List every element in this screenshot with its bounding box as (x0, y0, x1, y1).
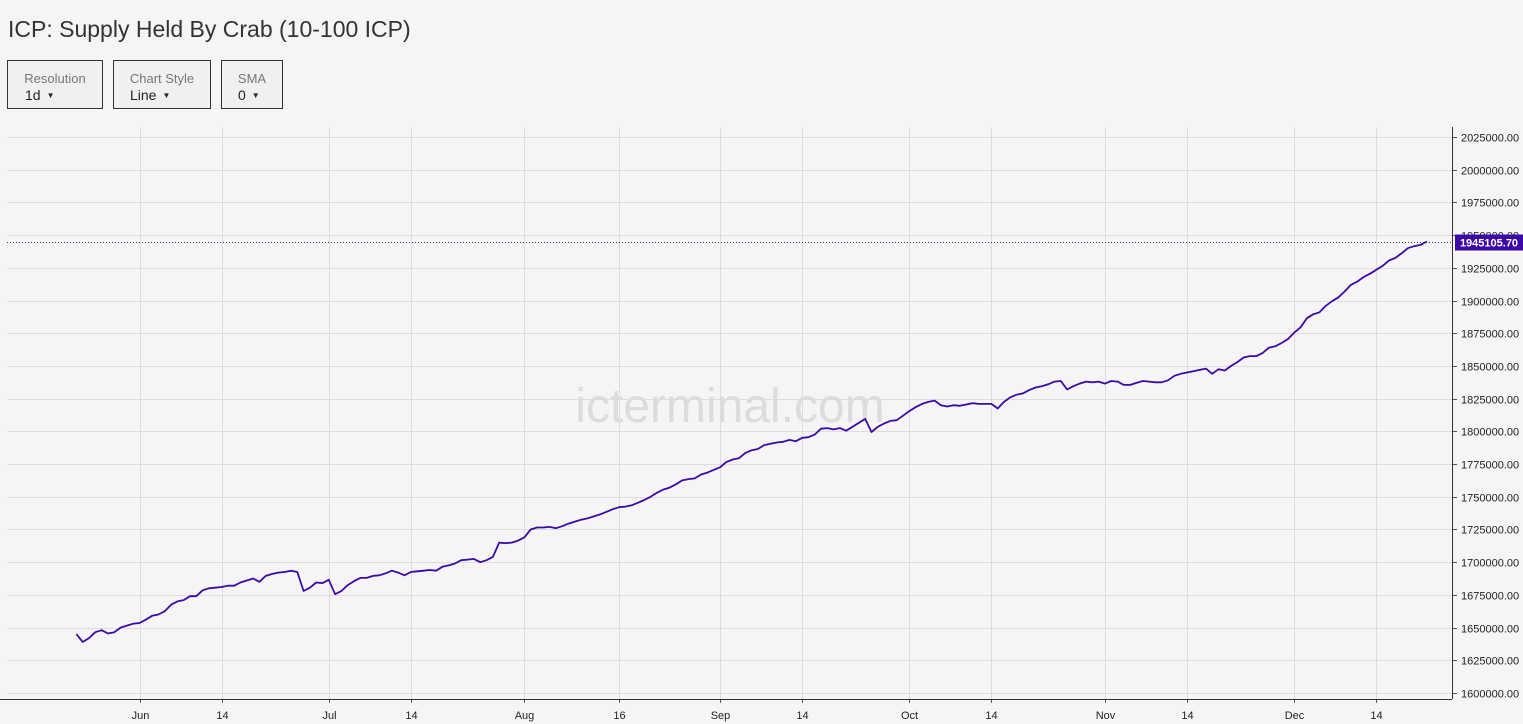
y-tick-label: 1800000.00 (1461, 427, 1519, 439)
last-value-tag (1455, 234, 1523, 251)
x-tick-label: Jun (132, 710, 150, 722)
y-tick-label: 1675000.00 (1461, 591, 1519, 603)
y-tick-label: 1625000.00 (1461, 656, 1519, 668)
x-tick-label: 14 (1370, 710, 1382, 722)
y-tick-label: 1750000.00 (1461, 493, 1519, 505)
y-tick-label: 2000000.00 (1461, 166, 1519, 178)
y-tick-label: 1725000.00 (1461, 525, 1519, 537)
series-line (75, 240, 1428, 643)
chart-style-label: Chart Style (129, 71, 195, 86)
x-tick-label: Aug (515, 710, 535, 722)
y-tick-label: 1600000.00 (1461, 689, 1519, 701)
chevron-down-icon: ▼ (251, 91, 260, 100)
y-tick-label: 2025000.00 (1461, 133, 1519, 145)
watermark: icterminal.com (575, 380, 884, 433)
x-tick-label: 14 (1181, 710, 1193, 722)
x-tick-label: 14 (216, 710, 228, 722)
chevron-down-icon: ▼ (162, 91, 171, 100)
chevron-down-icon: ▼ (46, 91, 55, 100)
resolution-value: 1d (25, 87, 41, 103)
y-tick-label: 1650000.00 (1461, 624, 1519, 636)
x-tick-label: Sep (711, 710, 731, 722)
y-tick-label: 1875000.00 (1461, 329, 1519, 341)
chart-style-value: Line (130, 87, 157, 103)
x-tick-label: 14 (985, 710, 997, 722)
y-tick-label: 1850000.00 (1461, 362, 1519, 374)
x-tick-label: Oct (901, 710, 918, 722)
sma-dropdown[interactable]: SMA 0 ▼ (221, 60, 283, 109)
chart-style-dropdown[interactable]: Chart Style Line ▼ (113, 60, 211, 109)
y-tick-label: 1925000.00 (1461, 264, 1519, 276)
y-tick-label: 1900000.00 (1461, 297, 1519, 309)
y-tick-label: 1775000.00 (1461, 460, 1519, 472)
chart-grid (7, 127, 1452, 699)
sma-value: 0 (238, 87, 246, 103)
last-value-label: 1945105.70 (1460, 238, 1518, 250)
last-value-marker: 1945105.70 (7, 234, 1523, 251)
y-tick-label: 1700000.00 (1461, 558, 1519, 570)
y-tick-label: 1975000.00 (1461, 198, 1519, 210)
chart-axes: 1600000.00 1625000.00 1650000.00 1675000.00… (0, 127, 1519, 722)
x-tick-label: 14 (405, 710, 417, 722)
x-tick-label: Jul (322, 710, 336, 722)
y-tick-label: 1825000.00 (1461, 395, 1519, 407)
x-tick-label: 16 (613, 710, 625, 722)
resolution-label: Resolution (24, 71, 86, 86)
x-tick-label: Dec (1285, 710, 1305, 722)
x-tick-label: Nov (1096, 710, 1116, 722)
page-title: ICP: Supply Held By Crab (10-100 ICP) (8, 16, 411, 42)
sma-label: SMA (237, 71, 267, 86)
resolution-dropdown[interactable]: Resolution 1d ▼ (7, 60, 103, 109)
x-tick-label: 14 (796, 710, 808, 722)
chart-series (75, 240, 1428, 643)
